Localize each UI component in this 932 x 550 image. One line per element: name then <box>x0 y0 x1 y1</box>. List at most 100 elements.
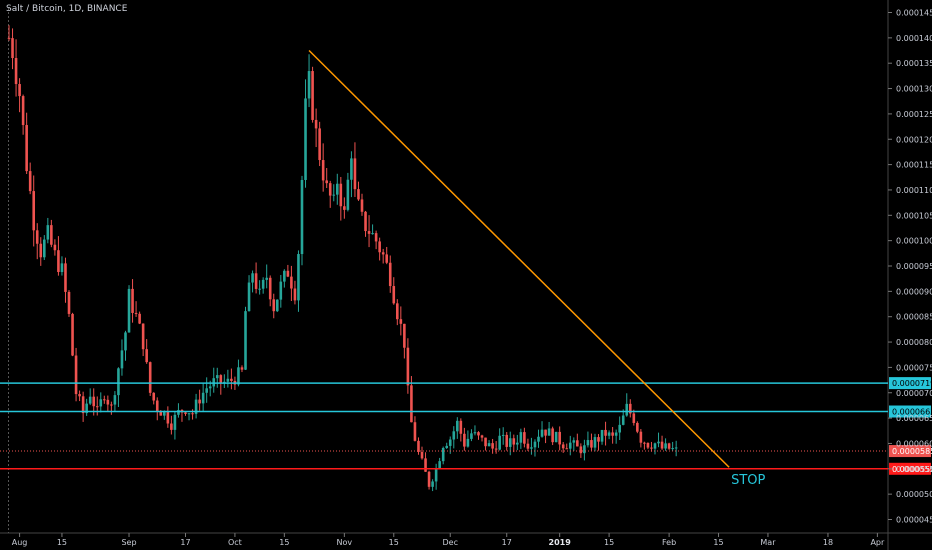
candle-body <box>470 433 473 439</box>
candles <box>7 25 678 492</box>
candle-body <box>300 179 304 255</box>
candle-body <box>57 250 60 273</box>
level-price-label: 0.0000719 <box>892 379 932 388</box>
candle-body <box>166 411 170 424</box>
candle-body <box>621 415 625 425</box>
candle-body <box>388 262 392 287</box>
candle-body <box>583 445 586 454</box>
candle-body <box>614 432 618 436</box>
x-tick-label: 18 <box>823 538 833 547</box>
candle-body <box>611 432 614 436</box>
candle-body <box>244 311 247 370</box>
candle-body <box>43 239 46 258</box>
candle-body <box>11 38 14 59</box>
descending-trendline[interactable] <box>308 49 730 468</box>
level-price-label: 0.0000550 <box>892 465 932 474</box>
candle-body <box>643 442 646 444</box>
candle-body <box>131 288 134 313</box>
candle-body <box>134 312 138 314</box>
candle-body <box>667 443 671 449</box>
candle-body <box>360 199 364 212</box>
level-price-label: 0.0000663 <box>892 408 932 417</box>
trendline-group[interactable] <box>308 49 730 468</box>
candle-body <box>191 413 194 415</box>
candle-body <box>554 431 558 443</box>
candle-body <box>600 429 604 442</box>
candle-body <box>113 395 117 405</box>
candle-body <box>508 438 512 447</box>
candle-body <box>568 442 572 449</box>
candle-body <box>106 399 110 405</box>
candle-body <box>498 435 501 450</box>
candle-body <box>71 313 74 356</box>
candle-body <box>431 481 434 487</box>
candle-body <box>459 420 463 434</box>
horizontal-levels[interactable]: 0.0000719 0.0000663 0.0000550 0.0000585 <box>0 377 932 475</box>
x-tick-label: 15 <box>713 538 723 547</box>
candle-body <box>586 440 590 446</box>
candle-body <box>452 431 456 440</box>
last-price-badge <box>889 445 931 458</box>
candle-body <box>170 423 173 430</box>
candle-body <box>473 432 477 434</box>
last-price-label: 0.0000585 <box>892 447 932 456</box>
candle-body <box>247 282 251 312</box>
candle-body <box>371 233 374 235</box>
candle-body <box>590 440 593 448</box>
candle-body <box>353 158 357 190</box>
candle-body <box>628 403 632 414</box>
candle-body <box>540 429 544 437</box>
x-tick-label: Sep <box>121 538 136 547</box>
candle-body <box>279 281 283 300</box>
x-tick-label: Dec <box>443 538 458 547</box>
candle-body <box>519 432 523 443</box>
candle-body <box>484 437 487 447</box>
candle-body <box>494 448 498 450</box>
candle-body <box>561 444 565 449</box>
candle-body <box>406 347 410 386</box>
candle-body <box>325 180 328 184</box>
candle-body <box>664 443 667 449</box>
candle-body <box>275 299 279 312</box>
candle-body <box>120 350 124 369</box>
candle-body <box>194 399 198 414</box>
candle-body <box>21 96 25 126</box>
candle-body <box>318 128 321 161</box>
candle-body <box>148 362 152 393</box>
candle-body <box>565 448 569 450</box>
level-price-badge <box>889 377 931 390</box>
candle-body <box>438 461 441 469</box>
candle-body <box>314 119 318 129</box>
candle-body <box>240 367 244 370</box>
y-tick-label: 0.0000450 <box>896 516 932 525</box>
time-axis[interactable]: Aug 15 Sep 17 Oct 15 Nov 15 Dec 17 2019 15 Feb 15 Mar 1… <box>12 533 885 547</box>
candle-body <box>99 399 103 407</box>
candle-body <box>660 441 664 449</box>
candle-body <box>283 270 286 282</box>
candle-body <box>399 319 403 324</box>
candle-body <box>85 403 88 414</box>
candle-body <box>332 194 336 196</box>
candle-body <box>14 58 18 85</box>
candle-body <box>343 206 346 210</box>
candle-body <box>593 437 597 448</box>
candle-body <box>103 399 106 401</box>
candle-body <box>184 412 187 414</box>
candle-body <box>117 368 120 396</box>
candle-body <box>551 428 554 443</box>
candle-body <box>18 84 21 97</box>
